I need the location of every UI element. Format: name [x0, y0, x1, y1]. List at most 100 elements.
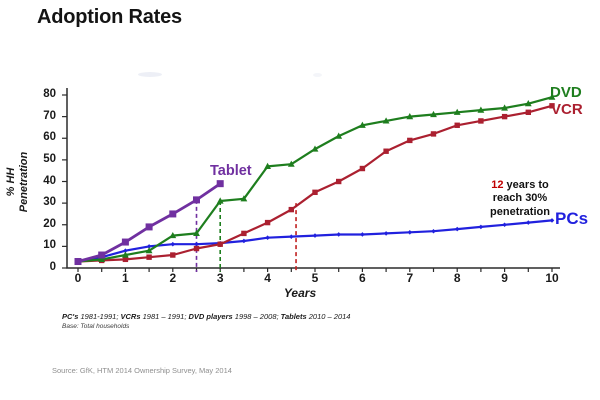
- pcs-data-point: [431, 228, 436, 234]
- series-label-vcr: VCR: [551, 101, 583, 118]
- x-tick-label: 3: [216, 271, 224, 285]
- footnote-segment: VCRs: [120, 312, 143, 321]
- dvd-data-point: [264, 162, 271, 169]
- dvd-data-point: [501, 104, 508, 111]
- pcs-data-point: [289, 234, 294, 239]
- vcr-data-point: [407, 137, 413, 144]
- y-tick-label: 80: [43, 88, 56, 100]
- pcs-data-point: [336, 232, 341, 237]
- vcr-markers: [75, 103, 555, 265]
- pcs-data-point: [360, 232, 365, 237]
- dvd-data-point: [430, 110, 437, 118]
- tablet-markers: [74, 180, 224, 266]
- tablet-data-point: [145, 223, 153, 231]
- vcr-data-point: [264, 219, 271, 226]
- annotation-line3: penetration: [490, 205, 550, 218]
- pcs-data-point: [170, 241, 176, 247]
- pcs-data-point: [502, 222, 507, 228]
- series-label-dvd: DVD: [550, 84, 582, 101]
- vcr-data-point: [549, 103, 555, 109]
- pcs-data-point: [194, 241, 199, 247]
- tablet-data-point: [193, 196, 200, 204]
- dvd-data-point: [240, 195, 248, 202]
- tablet-data-point: [121, 238, 129, 246]
- vcr-data-point: [383, 148, 389, 154]
- tablet-data-point: [216, 180, 224, 188]
- y-tick-label: 10: [43, 239, 56, 252]
- pcs-data-point: [383, 231, 389, 236]
- dvd-data-point: [169, 231, 177, 239]
- y-axis-title-line2: Penetration: [17, 151, 30, 213]
- axes: [62, 88, 560, 272]
- dvd-data-point: [524, 100, 532, 107]
- footnote-segment: 1981 – 1991;: [142, 312, 189, 321]
- pcs-data-point: [526, 220, 531, 225]
- footnote: PC's 1981-1991; VCRs 1981 – 1991; DVD pl…: [62, 312, 350, 330]
- pcs-data-point: [454, 226, 460, 232]
- dvd-data-point: [406, 113, 414, 120]
- source-note: Source: GfK, HTM 2014 Ownership Survey, …: [52, 366, 232, 375]
- footnote-segment: 1998 – 2008;: [234, 312, 281, 321]
- dvd-data-point: [287, 160, 295, 167]
- footnote-segment: 2010 – 2014: [308, 312, 351, 321]
- vcr-data-point: [359, 165, 366, 172]
- dvd-data-point: [453, 108, 461, 115]
- y-tick-label: 50: [43, 152, 56, 165]
- annotation-line1: years to: [503, 179, 549, 191]
- dvd-data-point: [98, 255, 106, 262]
- footnote-segment: Tablets: [280, 312, 309, 321]
- annotation-12-years: 12 years to reach 30% penetration: [464, 179, 576, 219]
- y-axis-title-line1: % HH: [5, 167, 17, 197]
- artifact-smudge: [313, 73, 322, 77]
- x-tick-label: 4: [264, 271, 271, 285]
- annotation-line2: reach 30%: [492, 192, 548, 205]
- dvd-data-point: [145, 247, 153, 254]
- x-tick-label: 6: [359, 271, 366, 285]
- vcr-data-point: [336, 178, 342, 185]
- x-tick-label: 2: [169, 271, 177, 285]
- tablet-data-point: [98, 251, 106, 259]
- x-tick-label: 5: [311, 271, 319, 285]
- footnote-line2: Base: Total households: [62, 323, 130, 330]
- dvd-data-point: [359, 121, 366, 128]
- vcr-data-point: [501, 113, 508, 120]
- vcr-data-point: [241, 230, 247, 237]
- pcs-data-point: [478, 224, 484, 230]
- y-tick-label: 70: [43, 109, 56, 122]
- footnote-segment: DVD players: [188, 312, 235, 321]
- vcr-data-point: [170, 252, 176, 258]
- annotation-highlight: 12: [491, 179, 504, 191]
- vcr-data-point: [217, 241, 223, 247]
- vcr-data-point: [430, 131, 437, 137]
- y-tick-label: 0: [49, 261, 56, 273]
- page-title: Adoption Rates: [37, 6, 182, 28]
- x-tick-label: 9: [501, 271, 508, 285]
- y-tick-label: 40: [43, 174, 56, 187]
- dvd-markers: [74, 93, 556, 265]
- pcs-data-point: [146, 244, 152, 249]
- x-tick-label: 0: [74, 271, 82, 285]
- dvd-data-point: [193, 229, 200, 236]
- vcr-data-point: [454, 122, 460, 128]
- artifact-smudge: [138, 72, 162, 77]
- x-tick-label: 10: [545, 271, 559, 285]
- y-tick-label: 30: [43, 196, 56, 209]
- y-tick-label: 60: [43, 131, 56, 144]
- footnote-line1: PC's 1981-1991; VCRs 1981 – 1991; DVD pl…: [62, 312, 350, 321]
- series-label-pcs: PCs: [555, 209, 589, 228]
- vcr-data-point: [146, 254, 152, 260]
- y-axis-title: % HH Penetration: [5, 122, 33, 242]
- dvd-data-point: [122, 251, 129, 258]
- dvd-data-point: [311, 145, 319, 152]
- pcs-data-point: [312, 233, 318, 238]
- vcr-data-point: [478, 118, 484, 124]
- footnote-segment: PC's: [62, 312, 81, 321]
- dvd-data-point: [382, 117, 390, 124]
- vcr-data-point: [288, 206, 294, 213]
- tablet-data-point: [169, 210, 177, 218]
- dvd-data-point: [216, 197, 224, 204]
- vcr-data-point: [122, 256, 129, 263]
